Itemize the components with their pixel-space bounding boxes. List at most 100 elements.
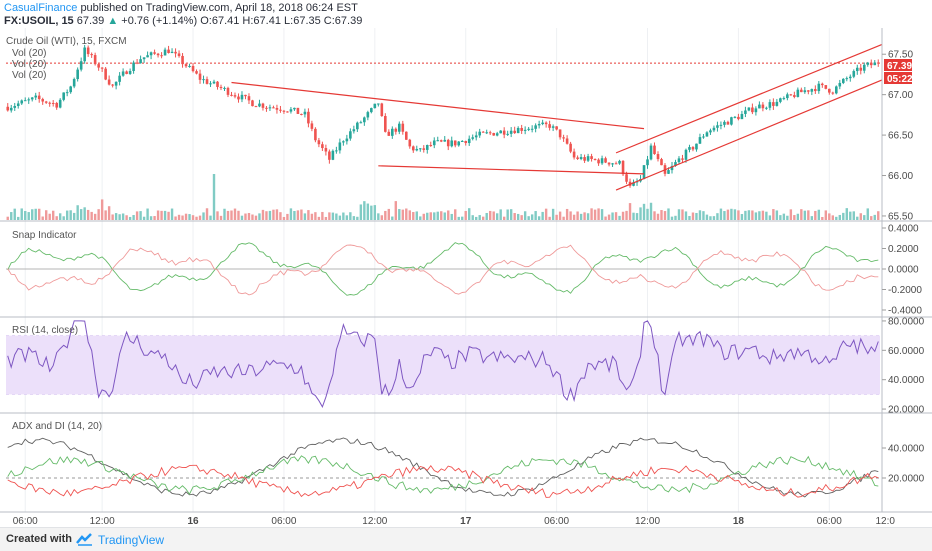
candle	[146, 51, 149, 58]
candle	[593, 158, 597, 161]
volume-bar	[482, 216, 485, 220]
candle-body	[775, 101, 779, 106]
candle-body	[261, 103, 265, 108]
rsi-axis-label: 20.0000	[888, 405, 925, 416]
candle	[527, 126, 530, 132]
candle-body	[380, 103, 384, 117]
candle	[453, 140, 457, 148]
volume-bar	[803, 210, 807, 220]
candle	[111, 83, 114, 88]
trendline[interactable]	[615, 43, 882, 154]
candle	[415, 145, 419, 152]
volume-bar	[261, 209, 265, 220]
change-value: +0.76 (+1.14%)	[121, 15, 198, 27]
volume-bar	[128, 216, 132, 220]
candle	[121, 68, 125, 77]
volume-bar	[513, 213, 516, 220]
trading-chart[interactable]: 67.50 67.00 66.50 66.00 65.50 0.4000 0.2000 0.0…	[0, 28, 932, 527]
candle	[181, 53, 184, 68]
volume-bar	[163, 210, 167, 220]
candle-body	[272, 107, 275, 109]
candle	[16, 100, 20, 109]
candle	[649, 143, 653, 161]
candle	[544, 121, 548, 128]
volume-bar	[758, 211, 761, 220]
volume-bar	[328, 212, 331, 220]
candle-body	[516, 127, 520, 134]
candle	[13, 102, 17, 111]
candle-body	[467, 138, 471, 144]
candle-body	[478, 131, 482, 136]
candle	[76, 67, 79, 82]
candle-body	[425, 144, 429, 150]
candle-body	[268, 107, 272, 109]
trendline[interactable]	[615, 79, 882, 191]
candle	[163, 47, 167, 56]
candle	[586, 153, 590, 163]
volume-bar	[335, 213, 338, 220]
candle	[135, 59, 139, 65]
candle	[289, 107, 293, 114]
time-axis-label: 17	[460, 516, 472, 527]
candle	[817, 81, 821, 94]
volume-bar	[240, 215, 244, 220]
candle-body	[107, 79, 111, 85]
volume-bar	[859, 213, 862, 220]
candle-body	[761, 104, 765, 109]
publisher-name[interactable]: CasualFinance	[4, 2, 78, 14]
tradingview-brand[interactable]: TradingView	[98, 533, 165, 547]
volume-bar	[205, 208, 209, 220]
trendline[interactable]	[378, 165, 645, 175]
candle	[562, 134, 565, 142]
candle-body	[296, 107, 300, 114]
candle-body	[328, 151, 331, 160]
volume-bar	[174, 216, 177, 220]
candle	[118, 72, 121, 86]
candle	[167, 45, 170, 54]
volume-bar	[782, 213, 786, 220]
symbol-label: FX:USOIL, 15	[4, 15, 74, 27]
candle	[772, 98, 775, 110]
volume-bar	[13, 208, 16, 220]
volume-bar	[247, 212, 251, 220]
candle	[835, 85, 838, 95]
volume-bar	[125, 215, 128, 220]
candle	[471, 134, 475, 141]
volume-bar	[296, 210, 300, 220]
candle-body	[111, 84, 114, 86]
candle	[642, 165, 646, 180]
candle-body	[527, 128, 530, 130]
volume-bar	[475, 216, 478, 220]
volume-bar	[684, 211, 688, 220]
candle-body	[72, 79, 76, 87]
candle-body	[688, 147, 691, 150]
candle-body	[481, 131, 485, 133]
candle	[240, 91, 244, 103]
volume-bar	[146, 208, 149, 220]
candle	[79, 57, 83, 72]
candle	[202, 75, 205, 84]
candle	[205, 76, 209, 85]
candle-body	[51, 102, 55, 104]
candle	[184, 63, 188, 68]
candle	[237, 93, 240, 103]
candle-body	[464, 141, 468, 144]
candle	[583, 154, 586, 163]
volume-bar	[20, 208, 23, 220]
volume-bar	[72, 212, 76, 220]
candle	[450, 136, 454, 148]
trendlines[interactable]	[231, 43, 882, 191]
vol-label-2: Vol (20)	[12, 59, 46, 70]
candle-body	[730, 117, 733, 125]
snap-axis-label: 0.4000	[888, 224, 919, 235]
volume-bar	[660, 210, 663, 220]
trendline[interactable]	[231, 81, 645, 130]
candle-body	[429, 144, 433, 146]
candle-body	[782, 98, 786, 100]
candle-body	[324, 148, 328, 152]
candle	[862, 62, 866, 74]
volume-bar	[153, 216, 156, 220]
volume-bar	[398, 209, 401, 220]
candle	[422, 145, 426, 153]
volume-bar	[107, 206, 111, 220]
